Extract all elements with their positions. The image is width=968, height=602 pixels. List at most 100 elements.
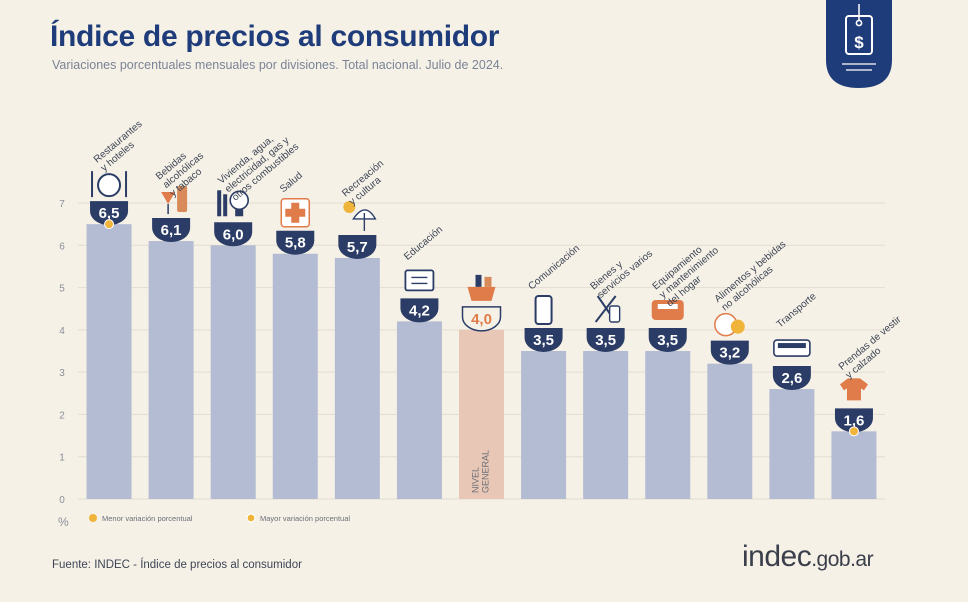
basket-icon [467,274,496,301]
value-bubble [648,328,687,353]
category-label-line: Salud [278,170,305,195]
data-label: 3,5 [657,332,678,349]
bar-group: 1,6 Prendas de vestiry calzado [831,314,911,499]
page-title: Índice de precios al consumidor [50,20,500,53]
data-label: 3,2 [719,345,740,362]
bar [272,253,318,499]
legend-label: Menor variación porcentual [102,514,193,523]
page-subtitle: Variaciones porcentuales mensuales por d… [52,58,504,72]
bar [645,351,691,499]
bar-group: 3,5 Bienes yservicios varios [583,240,656,499]
bar-group: 4,0 NIVELGENERAL [459,274,504,499]
bar-group: 3,5 Comunicación [521,243,582,499]
bar-group: 5,8 Salud [272,170,318,499]
y-tick-label: 2 [59,410,65,421]
category-label: Prendas de vestiry calzado [837,314,911,381]
y-tick-label: 1 [59,453,65,464]
data-label: 4,2 [409,302,430,319]
y-tick-label: 7 [59,199,65,210]
legend-label: Mayor variación porcentual [260,514,350,523]
bar [459,329,504,499]
value-bubble [338,234,377,259]
value-bubble [772,366,811,391]
svg-text:$: $ [854,33,864,52]
y-tick-label: 0 [59,495,65,506]
value-bubble [152,218,191,243]
bar-group: 5,7 Recreacióny cultura [334,158,393,499]
book-icon [404,269,435,292]
data-label: 5,7 [347,239,368,256]
value-bubble [276,230,315,255]
bar-group: 6,1 Bebidasalcohólicasy tabaco [148,142,213,500]
bus-icon [773,339,811,357]
bar [148,241,194,500]
max-marker-icon [246,513,256,523]
value-bubble [834,408,873,433]
price-tag-badge-icon: $ [826,0,892,88]
bar [210,245,256,499]
bar [86,224,132,499]
category-label-line: Comunicación [526,243,582,292]
y-tick-label: 6 [59,241,65,252]
beach-umbrella-icon [343,200,377,231]
category-label: Salud [278,170,305,195]
legend-item: Menor variación porcentual [89,514,193,523]
category-label: Restaurantesy hoteles [92,119,152,174]
bar [707,363,753,499]
brand-main: indec [742,540,812,573]
shirt-icon [839,378,868,401]
category-label: Bienes yservicios varios [589,240,656,301]
y-tick-label: 4 [59,326,65,337]
cutlery-icon [91,171,128,198]
category-label: Comunicación [526,243,582,292]
y-tick-label: 5 [59,284,65,295]
health-cross-icon [280,197,311,228]
bar-group: 6,5 Restaurantesy hoteles [86,119,152,499]
category-label: Transporte [775,291,819,331]
bar [769,389,815,499]
bar [396,321,442,499]
category-label-line: Transporte [775,291,819,331]
value-bubble [400,298,439,323]
category-label: Educación [402,224,445,262]
nivel-general-label-line: NIVEL [471,467,481,493]
toaster-icon [651,300,684,320]
scissors-icon [594,295,621,323]
value-bubble [90,201,129,226]
category-label-line: Educación [402,224,445,262]
bar [521,351,567,499]
data-label: 3,5 [533,332,554,349]
bar [334,257,380,499]
lightbulb-icon [217,190,249,217]
bar-group: 4,2 Educación [396,224,445,499]
phone-icon [534,295,553,325]
data-label: 3,5 [595,332,616,349]
y-tick-label: 3 [59,368,65,379]
value-bubble [710,340,749,365]
category-label: Bebidasalcohólicasy tabaco [154,142,213,199]
data-label: 6,0 [223,226,244,243]
food-icon [714,312,745,337]
data-label: 6,5 [99,205,120,222]
legend-item: Mayor variación porcentual [246,513,350,523]
bar [831,431,877,499]
data-label: 4,0 [471,311,492,328]
value-bubble [461,306,502,332]
data-label: 5,8 [285,235,306,252]
bar [583,351,629,499]
data-label: 6,1 [161,222,182,239]
category-label-line: Alimentos y bebidas [713,239,789,305]
value-bubble [586,328,625,352]
category-label: Alimentos y bebidasno alcohólicas [713,239,796,313]
source-note: Fuente: INDEC - Índice de precios al con… [52,559,302,571]
min-marker-icon [89,514,97,522]
extreme-marker [848,426,859,437]
y-axis-unit: % [58,515,69,529]
brand-logo: indec.gob.ar [742,540,874,574]
brand-suffix: .gob.ar [811,548,874,571]
bar-group: 2,6 Transporte [769,291,819,499]
category-label: Recreacióny cultura [340,158,393,207]
nivel-general-label: NIVELGENERAL [471,450,491,493]
value-bubble [214,222,253,247]
